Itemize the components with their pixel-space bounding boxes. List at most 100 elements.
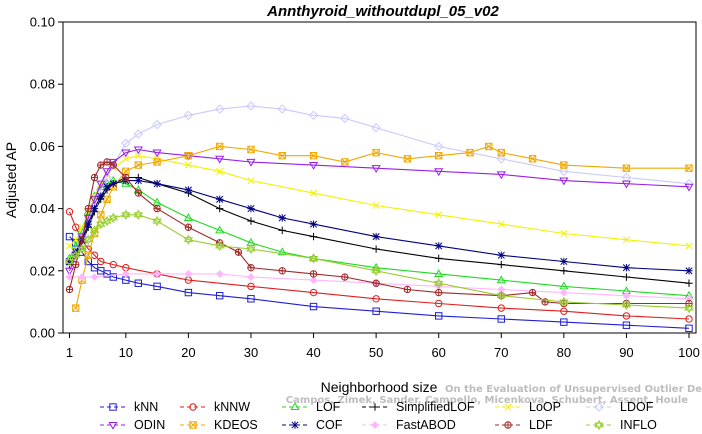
data-point	[89, 225, 100, 236]
data-point	[371, 265, 381, 276]
data-point	[685, 242, 693, 250]
legend-marker	[108, 421, 118, 430]
data-point	[497, 148, 505, 157]
data-point	[278, 267, 286, 275]
legend-marker	[504, 403, 512, 411]
data-point	[97, 211, 105, 219]
data-point	[308, 253, 319, 264]
data-point	[309, 288, 318, 297]
data-point	[214, 104, 225, 114]
data-point	[84, 204, 92, 213]
data-point	[184, 152, 193, 160]
legend-entry-LOF: LOF	[282, 400, 341, 414]
data-point	[434, 312, 443, 320]
data-point	[64, 256, 75, 267]
data-point	[215, 142, 224, 151]
data-point	[685, 324, 693, 333]
data-point	[153, 180, 161, 188]
data-point	[684, 179, 694, 189]
data-point	[497, 260, 505, 269]
data-point	[308, 162, 319, 170]
legend-marker	[371, 403, 379, 411]
data-point	[133, 146, 143, 155]
series-line	[68, 211, 690, 320]
data-point	[109, 161, 118, 169]
data-point	[684, 183, 694, 192]
data-point	[216, 167, 224, 175]
x-tick-label: 1	[66, 345, 73, 360]
data-point	[184, 288, 193, 297]
data-point	[65, 285, 74, 294]
data-point	[234, 248, 243, 256]
data-point	[215, 270, 224, 278]
legend-label: LoOP	[529, 400, 561, 414]
data-point	[65, 242, 74, 250]
legend-label: LDF	[529, 418, 553, 432]
watermark-line-1: On the Evaluation of Unsupervised Outlie…	[445, 384, 702, 395]
series-KDEOS	[72, 142, 693, 312]
legend-entry-LDF: LDF	[495, 418, 553, 432]
series-line	[69, 180, 690, 272]
data-point	[341, 158, 349, 166]
y-tick-label: 0.02	[30, 263, 55, 278]
data-point	[309, 270, 318, 278]
data-point	[621, 180, 631, 189]
legend-marker	[371, 421, 379, 429]
series-kNNW	[65, 208, 693, 323]
legend-label: INFLO	[620, 418, 657, 432]
series-line	[75, 145, 689, 309]
legend-marker	[594, 419, 604, 431]
watermark-line-2: Campos, Zimek, Sander, Campello, Micenko…	[286, 395, 688, 406]
data-point	[485, 142, 493, 151]
data-point	[434, 168, 444, 177]
data-point	[309, 189, 318, 197]
x-tick-label: 80	[557, 345, 571, 360]
data-point	[133, 129, 144, 139]
data-point	[403, 285, 412, 294]
legend-entry-kNNW: kNNW	[180, 400, 250, 414]
data-point	[246, 158, 256, 167]
data-point	[372, 307, 380, 315]
data-point	[372, 232, 380, 241]
y-tick-labels: 0.00 0.02 0.04 0.06 0.08 0.10	[30, 15, 55, 341]
data-point	[153, 282, 161, 291]
data-point	[559, 166, 569, 176]
data-point	[72, 223, 80, 231]
data-point	[102, 168, 112, 177]
legend-entry-kNN: kNN	[100, 400, 158, 414]
data-point	[685, 279, 693, 287]
series-line	[69, 176, 690, 284]
data-point	[71, 250, 81, 261]
data-point	[84, 220, 92, 228]
x-axis-label: Neighborhood size	[321, 379, 438, 395]
data-point	[434, 242, 443, 250]
legend-marker	[109, 403, 117, 411]
data-point	[685, 164, 693, 172]
data-point	[134, 279, 143, 287]
legend-label: kNN	[134, 400, 158, 414]
data-point	[152, 119, 162, 130]
data-point	[434, 288, 443, 297]
data-point	[96, 180, 106, 189]
data-point	[341, 273, 349, 281]
data-point	[560, 161, 568, 169]
legend-label: LOF	[316, 400, 341, 414]
data-point	[622, 263, 631, 272]
legend-entry-COF: COF	[282, 418, 343, 432]
data-point	[340, 113, 350, 124]
data-point	[622, 321, 631, 329]
legend-label: COF	[316, 418, 343, 432]
data-point	[247, 282, 255, 291]
data-point	[496, 154, 506, 164]
data-point	[247, 264, 255, 272]
data-point	[183, 110, 194, 121]
x-tick-label: 40	[306, 345, 320, 360]
data-point	[109, 260, 118, 269]
data-point	[184, 161, 192, 169]
data-point	[134, 176, 143, 185]
series-line	[69, 273, 690, 300]
data-point	[309, 276, 318, 285]
data-point	[434, 152, 443, 160]
legend-label: SimplifiedLOF	[396, 400, 475, 414]
x-tick-label: 60	[431, 345, 445, 360]
